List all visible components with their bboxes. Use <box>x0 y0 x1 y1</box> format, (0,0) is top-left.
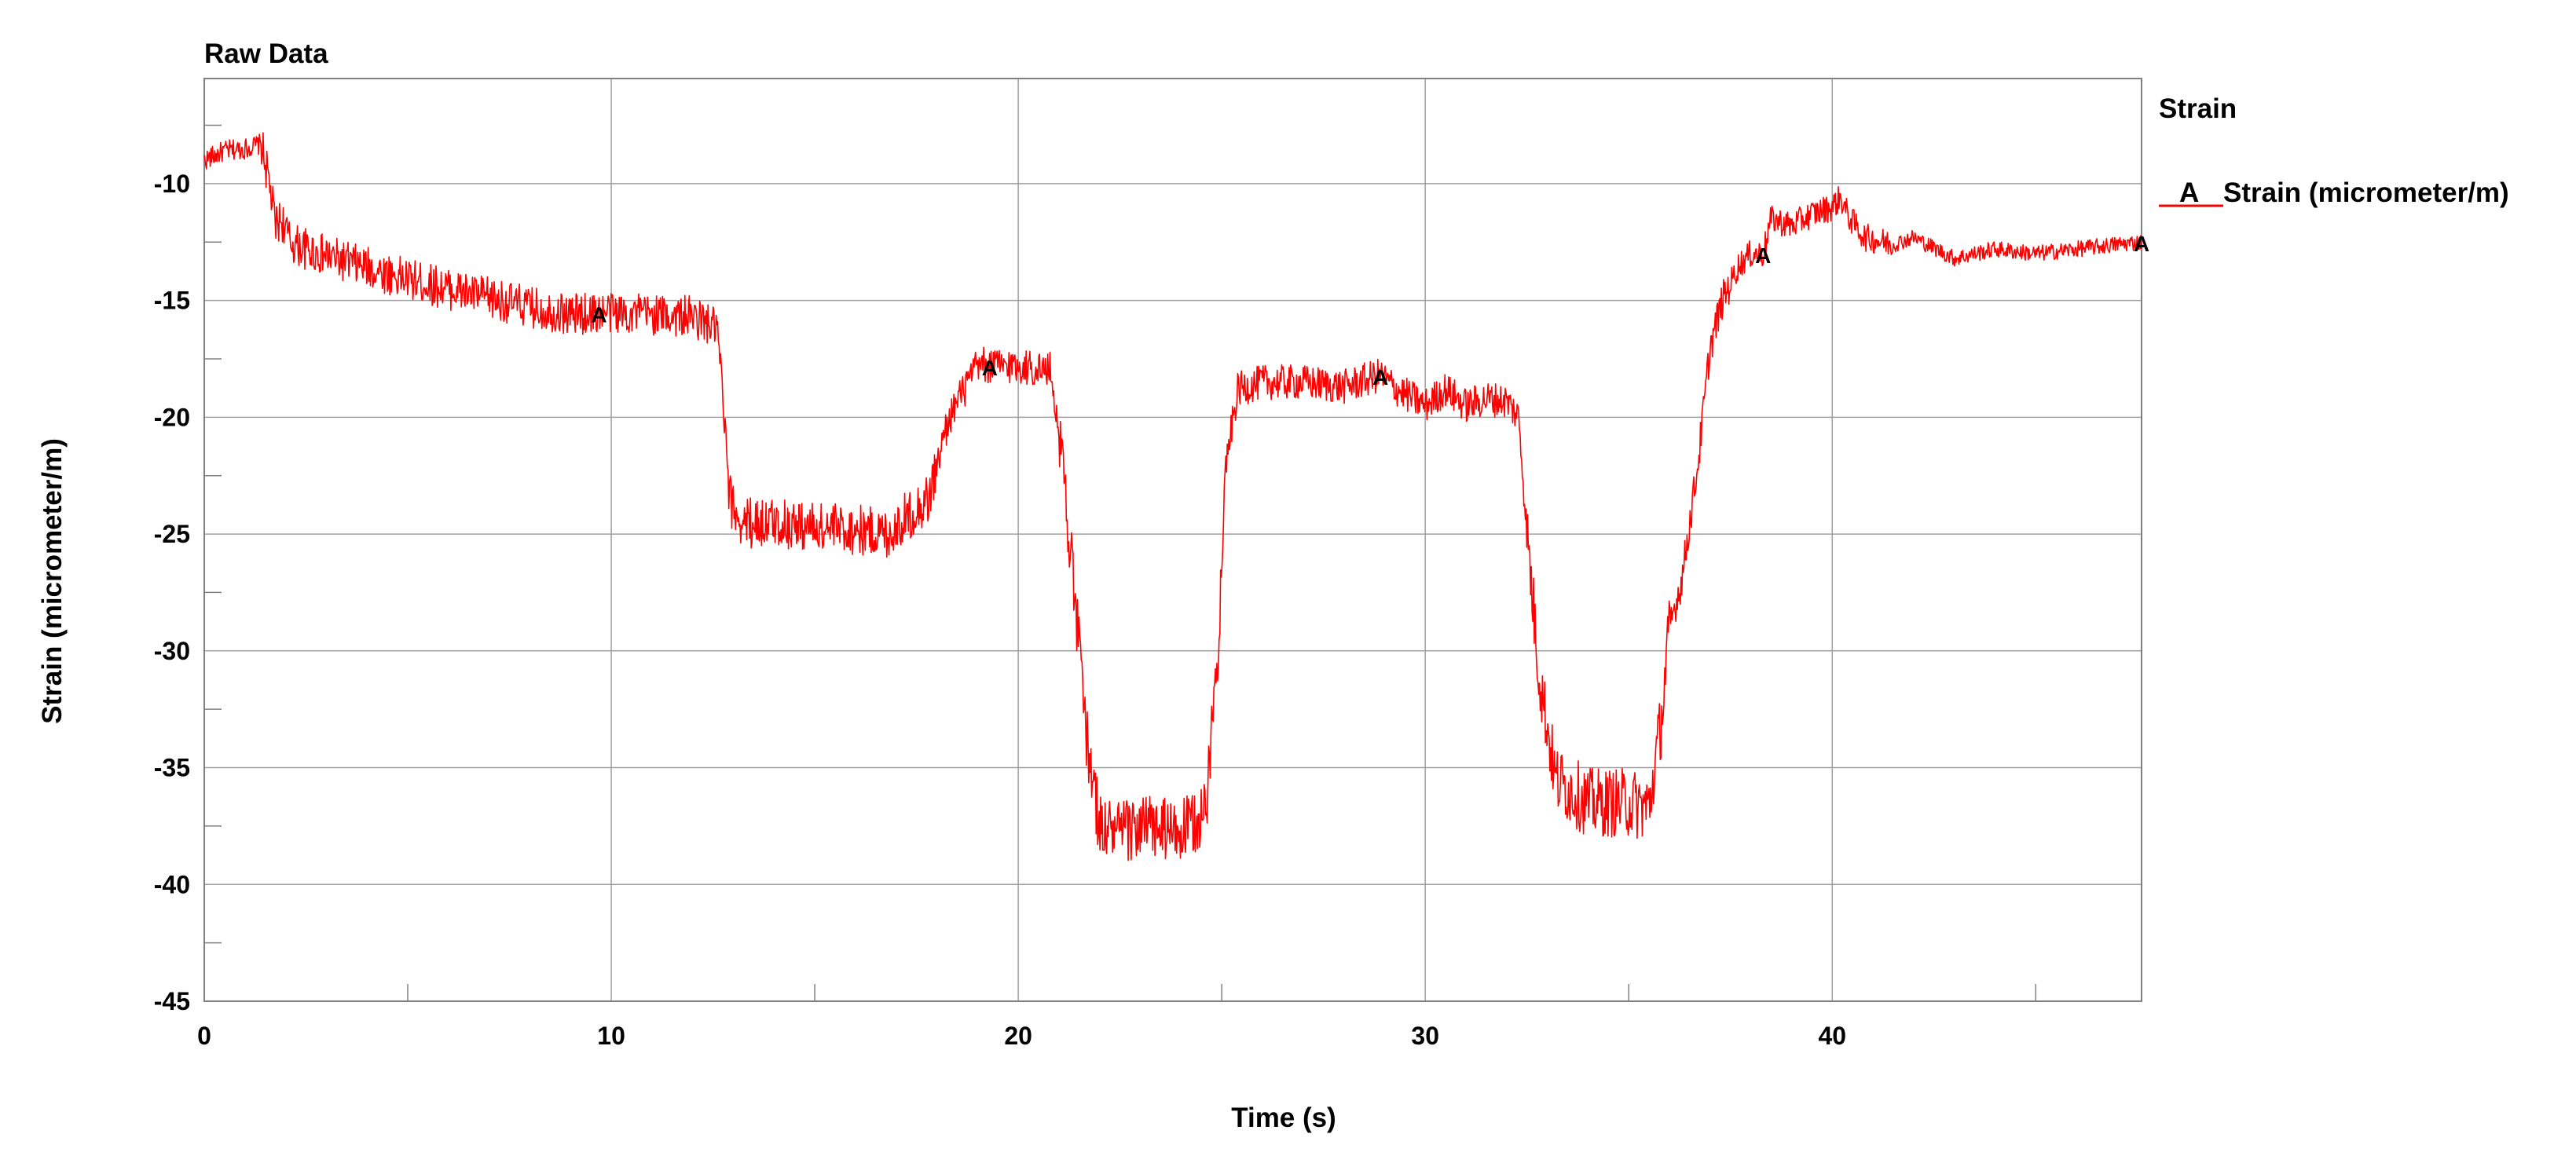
series-layer <box>203 132 2142 861</box>
y-tick-label: -20 <box>154 403 190 431</box>
series-marker-label: A <box>2134 232 2149 256</box>
x-tick-label: 10 <box>597 1022 625 1050</box>
series-marker-label: A <box>1755 243 1771 268</box>
x-tick-label: 20 <box>1004 1022 1032 1050</box>
y-axis-ticks: -45 -40 -35 -30 -25 -20 -15 -10 <box>154 170 190 1015</box>
y-axis-title: Strain (micrometer/m) <box>37 438 68 724</box>
series-marker-label: A <box>982 356 998 380</box>
x-tick-label: 40 <box>1818 1022 1846 1050</box>
series-line <box>203 132 2142 861</box>
y-tick-label: -35 <box>154 754 190 782</box>
series-markers: A A A A A <box>591 232 2149 389</box>
series-marker-label: A <box>1372 365 1388 389</box>
y-tick-label: -40 <box>154 870 190 898</box>
legend-title: Strain <box>2159 93 2237 124</box>
x-axis-title: Time (s) <box>1231 1103 1336 1133</box>
y-tick-label: -15 <box>154 287 190 315</box>
y-tick-label: -10 <box>154 170 190 198</box>
legend-entry-label: Strain (micrometer/m) <box>2223 177 2509 208</box>
chart-title: Raw Data <box>204 38 328 69</box>
x-axis-ticks: 0 10 20 30 40 <box>197 1022 1846 1050</box>
y-tick-label: -45 <box>154 987 190 1015</box>
x-tick-label: 0 <box>197 1022 211 1050</box>
legend-marker-letter: A <box>2179 177 2199 208</box>
grid-lines <box>204 79 2142 1001</box>
y-tick-label: -25 <box>154 520 190 548</box>
x-tick-label: 30 <box>1411 1022 1439 1050</box>
series-marker-label: A <box>591 302 606 327</box>
plot-area-frame <box>203 78 2142 1002</box>
y-tick-label: -30 <box>154 637 190 665</box>
legend: Strain A Strain (micrometer/m) <box>2159 93 2509 208</box>
minor-ticks <box>204 124 2037 1001</box>
